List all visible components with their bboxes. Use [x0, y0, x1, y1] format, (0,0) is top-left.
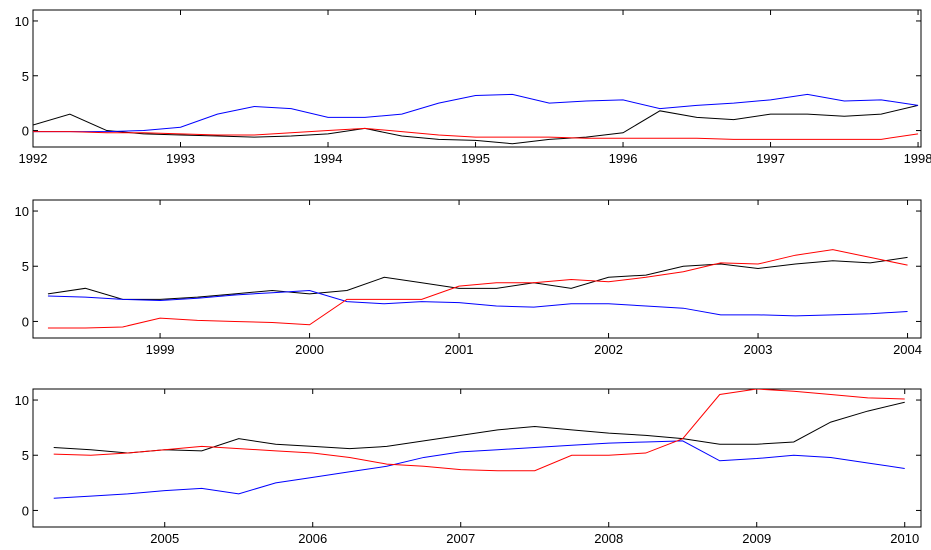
y-tick-label: 5 [22, 69, 29, 84]
plot-area [32, 199, 922, 339]
x-tick-label: 1999 [146, 342, 175, 357]
y-tick-label: 0 [22, 503, 29, 518]
x-tick-label: 1994 [314, 151, 343, 166]
series-line [47, 290, 908, 317]
series-line [47, 256, 908, 300]
x-tick-label: 1998 [904, 151, 931, 166]
x-tick-label: 2009 [742, 531, 771, 546]
x-tick-label: 2000 [295, 342, 324, 357]
x-tick-label: 2006 [298, 531, 327, 546]
x-tick-label: 1997 [756, 151, 785, 166]
series-line [53, 389, 905, 472]
series-line [47, 249, 908, 329]
series-line [53, 401, 905, 454]
y-tick-label: 5 [22, 259, 29, 274]
x-tick-label: 2002 [594, 342, 623, 357]
y-tick-label: 0 [22, 124, 29, 139]
x-tick-label: 2001 [445, 342, 474, 357]
y-tick-label: 0 [22, 314, 29, 329]
y-tick-label: 10 [15, 14, 29, 29]
x-tick-label: 2004 [893, 342, 922, 357]
y-tick-label: 5 [22, 448, 29, 463]
y-tick-label: 10 [15, 393, 29, 408]
x-tick-label: 2003 [744, 342, 773, 357]
x-tick-label: 1992 [19, 151, 48, 166]
x-tick-label: 2005 [150, 531, 179, 546]
plot-area [32, 388, 922, 528]
series-line [53, 440, 905, 499]
x-tick-label: 2007 [446, 531, 475, 546]
x-tick-label: 2008 [594, 531, 623, 546]
x-tick-label: 1995 [461, 151, 490, 166]
series-line [33, 127, 919, 140]
plot-area [32, 9, 922, 148]
x-tick-label: 1993 [166, 151, 195, 166]
x-tick-label: 2010 [890, 531, 919, 546]
y-tick-label: 10 [15, 204, 29, 219]
series-line [33, 104, 919, 145]
series-line [33, 93, 919, 133]
x-tick-label: 1996 [609, 151, 638, 166]
